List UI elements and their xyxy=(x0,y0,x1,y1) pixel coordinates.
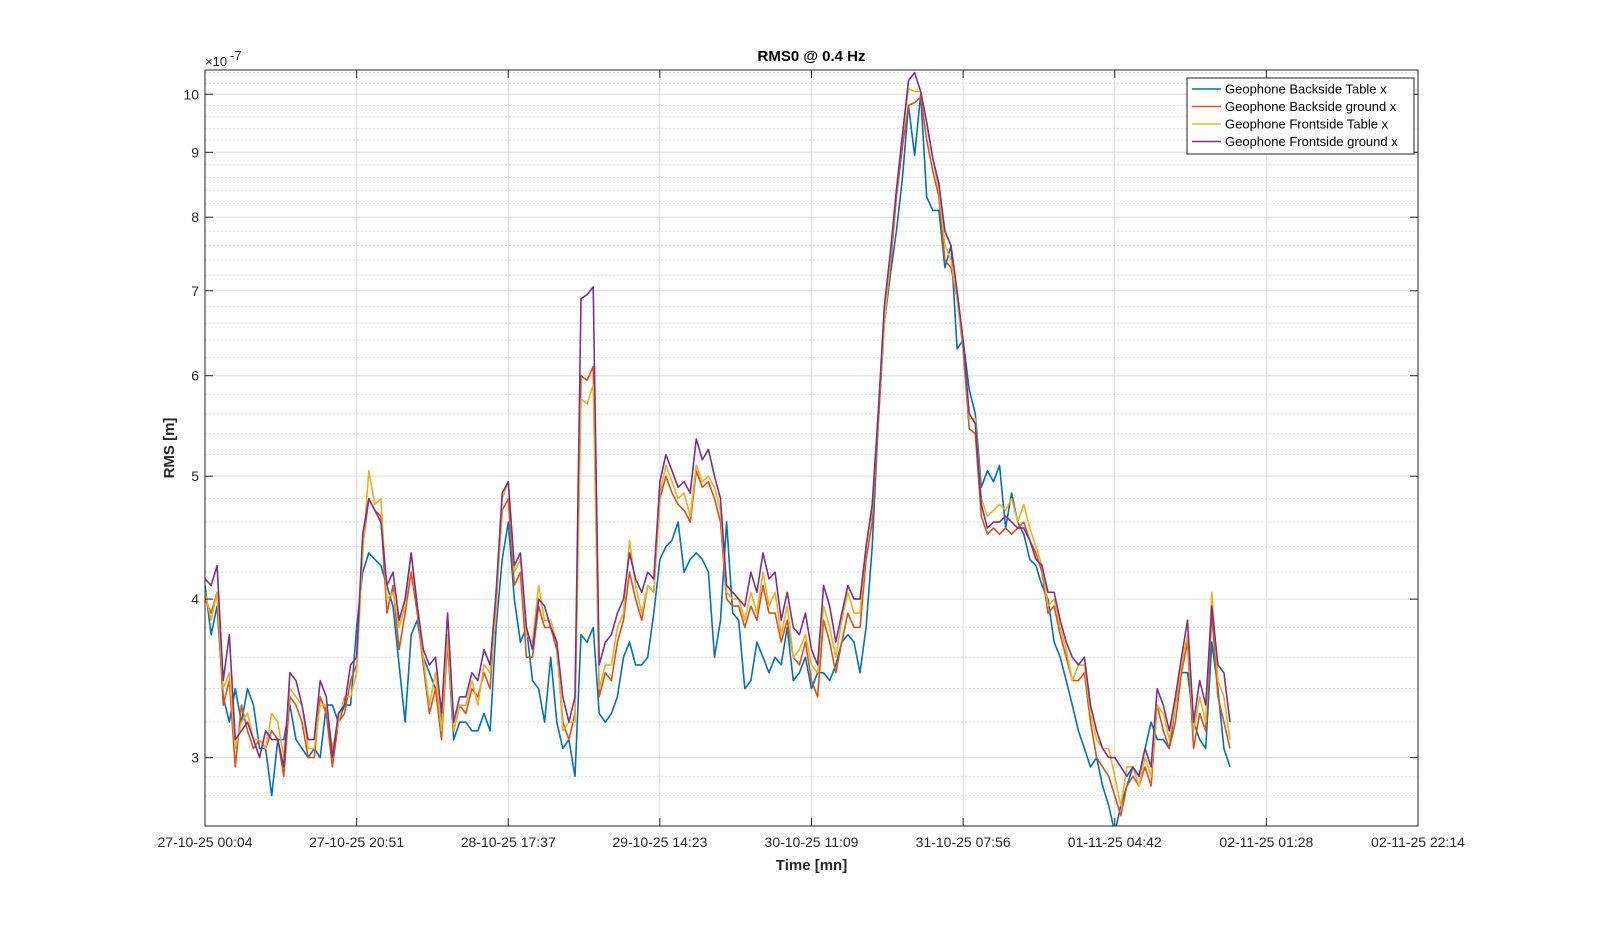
x-tick-label: 27-10-25 00:04 xyxy=(158,834,253,850)
legend-box xyxy=(1186,77,1415,155)
x-tick-label: 01-11-25 04:42 xyxy=(1068,834,1162,850)
y-tick-label: 8 xyxy=(191,209,199,225)
y-tick-label: 4 xyxy=(191,591,199,607)
y-tick-label: 9 xyxy=(191,144,199,160)
y-tick-label: 3 xyxy=(191,750,199,766)
x-axis-label: Time [mn] xyxy=(776,857,847,874)
chart-title: RMS0 @ 0.4 Hz xyxy=(758,48,866,65)
y-exponent-base: ×10 xyxy=(205,54,227,69)
y-axis-label: RMS [m] xyxy=(161,418,178,479)
y-tick-label: 5 xyxy=(191,468,199,484)
x-tick-label: 29-10-25 14:23 xyxy=(612,834,707,850)
y-exponent-power: -7 xyxy=(230,48,242,63)
x-tick-label: 28-10-25 17:37 xyxy=(461,834,556,850)
tick-marks xyxy=(204,70,1419,826)
x-tick-label: 02-11-25 22:14 xyxy=(1371,834,1465,850)
y-tick-label: 6 xyxy=(191,368,199,384)
legend-entry: Geophone Backside ground x xyxy=(1225,99,1397,114)
x-tick-label: 30-10-25 11:09 xyxy=(765,834,859,850)
y-tick-labels: 3 4 5 6 7 8 9 10 xyxy=(183,86,199,765)
x-tick-labels: 27-10-25 00:04 27-10-25 20:51 28-10-25 17:… xyxy=(158,834,1466,850)
x-tick-label: 02-11-25 01:28 xyxy=(1219,834,1313,850)
y-tick-label: 10 xyxy=(183,86,199,102)
y-tick-label: 7 xyxy=(191,283,199,299)
legend-entry: Geophone Frontside Table x xyxy=(1225,117,1389,132)
legend-entry: Geophone Frontside ground x xyxy=(1225,134,1398,149)
x-tick-label: 27-10-25 20:51 xyxy=(309,834,404,850)
series-line-1 xyxy=(205,93,1231,826)
x-tick-label: 31-10-25 07:56 xyxy=(916,834,1011,850)
series-line-3 xyxy=(205,88,1231,807)
legend: Geophone Backside Table x Geophone Backsi… xyxy=(1186,77,1415,155)
legend-entry: Geophone Backside Table x xyxy=(1225,82,1387,97)
series-layer xyxy=(205,71,1231,826)
series-line-4 xyxy=(205,71,1231,778)
